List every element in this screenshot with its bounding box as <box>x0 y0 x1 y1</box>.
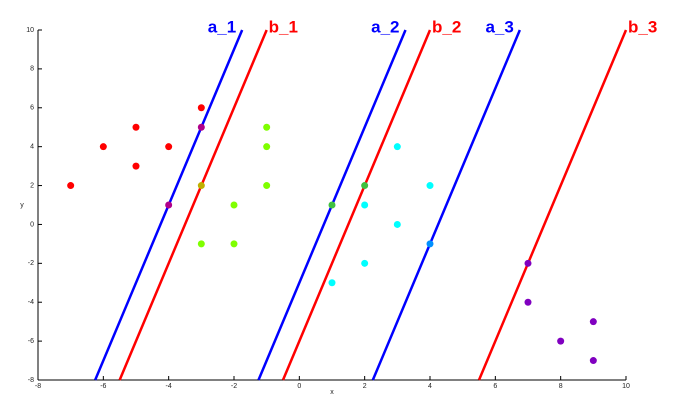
line-label: a_2 <box>371 17 399 36</box>
point <box>99 143 107 151</box>
point <box>67 182 75 190</box>
point <box>524 259 532 267</box>
x-tick-label: 2 <box>363 383 367 390</box>
separator-line <box>477 29 628 381</box>
point <box>361 182 369 190</box>
point <box>426 240 434 248</box>
separator-line <box>118 29 268 381</box>
x-axis-label: x <box>330 389 334 396</box>
y-tick-label: -6 <box>28 338 34 345</box>
x-tick-label: 8 <box>559 383 563 390</box>
point <box>132 123 140 131</box>
point <box>263 123 271 131</box>
point <box>197 104 205 112</box>
point <box>132 162 140 170</box>
y-tick-label: -2 <box>28 260 34 267</box>
point <box>263 182 271 190</box>
point <box>361 201 369 209</box>
y-tick-label: 0 <box>30 221 34 228</box>
y-tick-label: 6 <box>30 105 34 112</box>
point <box>589 318 597 326</box>
x-tick-label: 4 <box>428 383 432 390</box>
point <box>230 201 238 209</box>
y-tick-label: 8 <box>30 66 34 73</box>
point <box>361 259 369 267</box>
y-tick-label: 2 <box>30 182 34 189</box>
y-tick-label: -8 <box>28 377 34 384</box>
point <box>589 357 597 365</box>
point <box>393 143 401 151</box>
x-tick-label: -6 <box>100 383 106 390</box>
point <box>165 201 173 209</box>
separator-line <box>281 29 432 381</box>
line-label: a_3 <box>485 17 513 36</box>
point <box>328 279 336 287</box>
point <box>197 182 205 190</box>
y-tick-label: 10 <box>26 27 34 34</box>
point <box>328 201 336 209</box>
separator-line <box>371 29 521 381</box>
point <box>524 298 532 306</box>
line-label: b_3 <box>628 17 657 36</box>
line-label: a_1 <box>208 17 236 36</box>
x-tick-label: 10 <box>622 383 630 390</box>
x-tick-label: -8 <box>35 383 41 390</box>
x-tick-label: -4 <box>166 383 172 390</box>
point <box>197 240 205 248</box>
y-tick-label: -4 <box>28 299 34 306</box>
x-tick-label: 6 <box>493 383 497 390</box>
line-label: b_2 <box>432 17 461 36</box>
x-tick-label: -2 <box>231 383 237 390</box>
point <box>197 123 205 131</box>
point <box>426 182 434 190</box>
y-axis-label: y <box>20 202 24 209</box>
y-tick-label: 4 <box>30 144 34 151</box>
x-tick-label: 0 <box>297 383 301 390</box>
point <box>165 143 173 151</box>
point <box>230 240 238 248</box>
point <box>557 337 565 345</box>
point <box>393 220 401 228</box>
line-label: b_1 <box>269 17 298 36</box>
point <box>263 143 271 151</box>
